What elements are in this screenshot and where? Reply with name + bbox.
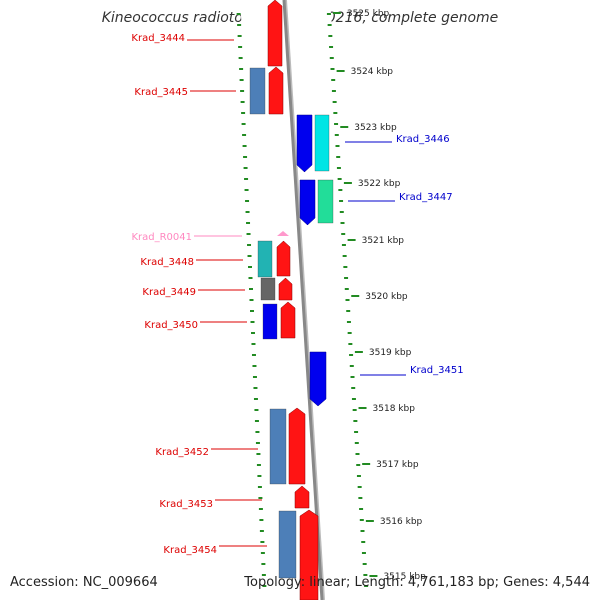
coordinate-label: 3516 kbp xyxy=(380,517,423,527)
gene-product-box xyxy=(262,303,278,340)
gene-label[interactable]: Krad_3449 xyxy=(142,287,196,298)
gene-label[interactable]: Krad_R0041 xyxy=(131,232,192,243)
coordinate-label: 3523 kbp xyxy=(354,123,397,133)
gene-arrow xyxy=(288,407,306,485)
gene-arrow xyxy=(280,301,296,339)
coordinate-label: 3517 kbp xyxy=(376,460,419,470)
gene-label[interactable]: Krad_3446 xyxy=(396,134,450,145)
gene-arrow xyxy=(294,485,310,509)
gene-arrow xyxy=(309,351,327,407)
genome-axis xyxy=(282,0,324,600)
coordinate-label: 3521 kbp xyxy=(362,236,405,246)
coordinate-label: 3522 kbp xyxy=(358,179,401,189)
rna-marker xyxy=(277,231,289,236)
gene-product-box xyxy=(249,67,266,115)
coordinate-label: 3515 kbp xyxy=(383,572,426,582)
coordinate-label: 3524 kbp xyxy=(351,67,394,77)
gene-arrow xyxy=(299,179,316,226)
coordinate-label: 3518 kbp xyxy=(373,404,416,414)
gene-product-box xyxy=(269,408,287,485)
gene-label[interactable]: Krad_3445 xyxy=(134,87,188,98)
gene-arrow xyxy=(299,509,319,600)
gene-product-box xyxy=(257,240,273,278)
gene-label[interactable]: Krad_3453 xyxy=(159,499,213,510)
gene-label[interactable]: Krad_3444 xyxy=(131,33,185,44)
gene-arrow xyxy=(276,240,291,277)
gene-label[interactable]: Krad_3447 xyxy=(399,192,453,203)
gene-arrow xyxy=(268,66,284,115)
gene-label[interactable]: Krad_3452 xyxy=(155,447,209,458)
gene-label[interactable]: Krad_3450 xyxy=(144,320,198,331)
gene-product-box xyxy=(314,114,330,172)
coordinate-label: 3525 kbp xyxy=(347,9,390,19)
accession-label: Accession: NC_009664 xyxy=(10,575,158,590)
gene-arrow xyxy=(267,0,283,67)
gene-arrow xyxy=(278,277,293,301)
gene-label[interactable]: Krad_3448 xyxy=(140,257,194,268)
coordinate-label: 3519 kbp xyxy=(369,348,412,358)
topology-label: Topology: linear; Length: 4,761,183 bp; … xyxy=(244,575,590,590)
gene-product-box xyxy=(317,179,334,224)
gene-label[interactable]: Krad_3451 xyxy=(410,365,464,376)
coordinate-label: 3520 kbp xyxy=(365,292,408,302)
gene-arrow xyxy=(296,114,313,173)
gene-product-box xyxy=(260,277,276,301)
gene-label[interactable]: Krad_3454 xyxy=(163,545,217,556)
gene-product-box xyxy=(278,510,297,579)
